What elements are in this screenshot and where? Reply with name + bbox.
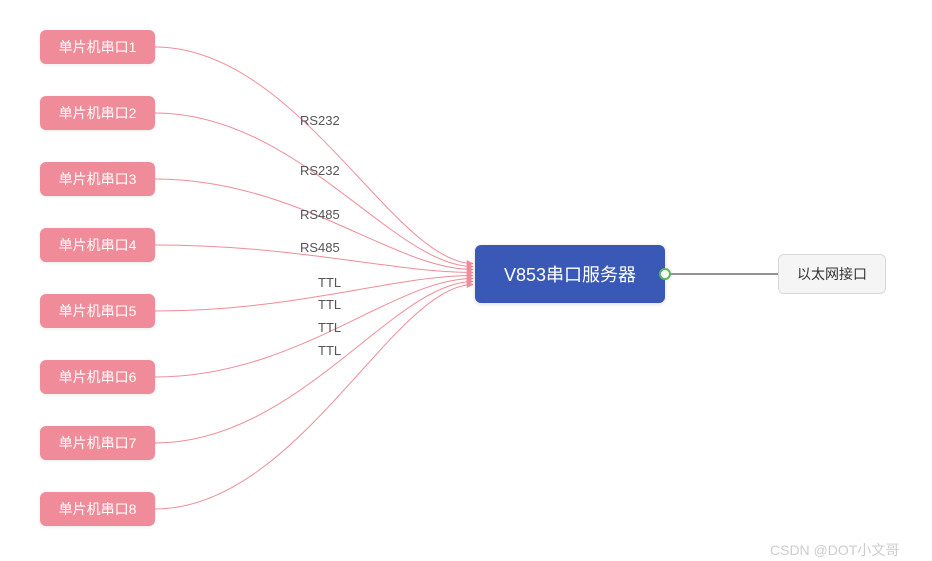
edge-label-s6: TTL	[318, 297, 341, 312]
watermark: CSDN @DOT小文哥	[770, 540, 899, 560]
source-node-s5: 单片机串口5	[40, 294, 155, 328]
edge-s7-to-center	[155, 282, 473, 444]
edge-s5-to-center	[155, 276, 473, 312]
edge-s3-to-center	[155, 179, 473, 270]
edge-label-s4: RS485	[300, 240, 340, 255]
port-icon	[659, 268, 671, 280]
edge-s6-to-center	[155, 279, 473, 378]
source-node-s4: 单片机串口4	[40, 228, 155, 262]
edge-s1-to-center	[155, 47, 473, 264]
center-node: V853串口服务器	[475, 245, 665, 303]
edge-label-s1: RS232	[300, 113, 340, 128]
edge-label-s2: RS232	[300, 163, 340, 178]
source-node-s1: 单片机串口1	[40, 30, 155, 64]
source-node-s8: 单片机串口8	[40, 492, 155, 526]
edge-label-s8: TTL	[318, 343, 341, 358]
source-node-s6: 单片机串口6	[40, 360, 155, 394]
source-node-s7: 单片机串口7	[40, 426, 155, 460]
target-node: 以太网接口	[778, 254, 886, 294]
source-node-s3: 单片机串口3	[40, 162, 155, 196]
edge-label-s5: TTL	[318, 275, 341, 290]
edge-label-s3: RS485	[300, 207, 340, 222]
source-node-s2: 单片机串口2	[40, 96, 155, 130]
edge-label-s7: TTL	[318, 320, 341, 335]
edge-s8-to-center	[155, 285, 473, 510]
